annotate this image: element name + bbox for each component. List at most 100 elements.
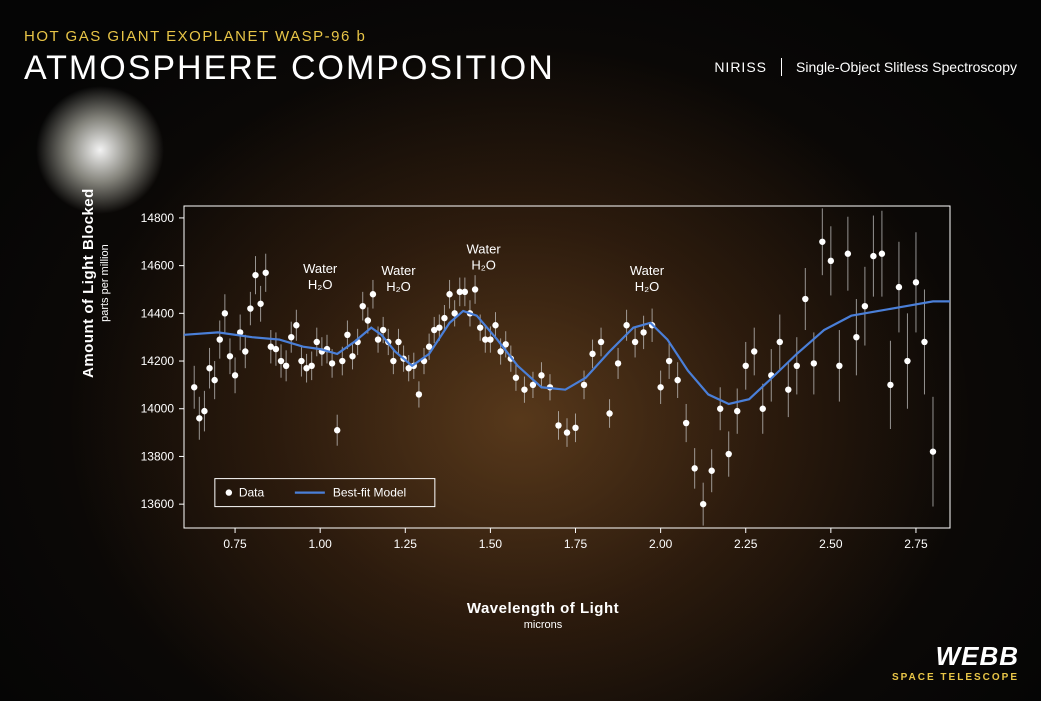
data-point bbox=[640, 329, 646, 335]
data-point bbox=[615, 360, 621, 366]
x-axis-label: Wavelength of Light bbox=[124, 600, 962, 617]
data-point bbox=[191, 384, 197, 390]
legend-marker-icon bbox=[226, 489, 232, 495]
data-point bbox=[564, 429, 570, 435]
logo-sub: SPACE TELESCOPE bbox=[892, 672, 1019, 683]
header-block: HOT GAS GIANT EXOPLANET WASP-96 b ATMOSP… bbox=[24, 28, 555, 88]
data-point bbox=[242, 348, 248, 354]
y-tick-label: 14200 bbox=[141, 354, 175, 368]
water-annotation: Water bbox=[466, 242, 501, 257]
data-point bbox=[879, 251, 885, 257]
data-point bbox=[196, 415, 202, 421]
data-point bbox=[845, 251, 851, 257]
data-point bbox=[395, 339, 401, 345]
data-point bbox=[344, 332, 350, 338]
data-point bbox=[683, 420, 689, 426]
data-point bbox=[572, 425, 578, 431]
x-tick-label: 1.00 bbox=[308, 537, 332, 551]
data-point bbox=[217, 336, 223, 342]
data-point bbox=[334, 427, 340, 433]
data-point bbox=[862, 303, 868, 309]
data-point bbox=[278, 358, 284, 364]
data-point bbox=[513, 375, 519, 381]
data-point bbox=[446, 291, 452, 297]
data-point bbox=[802, 296, 808, 302]
data-point bbox=[462, 289, 468, 295]
water-annotation: H₂O bbox=[386, 279, 411, 294]
header-subtitle: HOT GAS GIANT EXOPLANET WASP-96 b bbox=[24, 28, 555, 45]
data-point bbox=[606, 410, 612, 416]
instrument-mode: Single-Object Slitless Spectroscopy bbox=[796, 59, 1017, 75]
x-tick-label: 1.25 bbox=[394, 537, 418, 551]
data-point bbox=[581, 382, 587, 388]
data-point bbox=[339, 358, 345, 364]
data-point bbox=[853, 334, 859, 340]
logo-main: WEBB bbox=[892, 641, 1019, 672]
data-point bbox=[390, 358, 396, 364]
data-point bbox=[836, 363, 842, 369]
legend-model-label: Best-fit Model bbox=[333, 486, 406, 500]
data-point bbox=[913, 279, 919, 285]
data-point bbox=[263, 270, 269, 276]
y-axis-sublabel: parts per million bbox=[99, 188, 111, 378]
data-point bbox=[201, 408, 207, 414]
water-annotation: Water bbox=[303, 261, 338, 276]
y-tick-label: 14800 bbox=[141, 211, 175, 225]
data-point bbox=[257, 301, 263, 307]
data-point bbox=[329, 360, 335, 366]
data-point bbox=[734, 408, 740, 414]
y-tick-label: 14600 bbox=[141, 259, 175, 273]
webb-logo: WEBB SPACE TELESCOPE bbox=[892, 641, 1019, 683]
data-point bbox=[283, 363, 289, 369]
data-point bbox=[308, 363, 314, 369]
data-point bbox=[360, 303, 366, 309]
data-point bbox=[717, 406, 723, 412]
data-point bbox=[751, 348, 757, 354]
water-annotation: Water bbox=[381, 263, 416, 278]
data-point bbox=[674, 377, 680, 383]
x-tick-label: 2.25 bbox=[734, 537, 758, 551]
plot-border bbox=[184, 206, 950, 528]
data-point bbox=[436, 324, 442, 330]
legend-data-label: Data bbox=[239, 486, 265, 500]
data-point bbox=[666, 358, 672, 364]
chart-svg: 136001380014000142001440014600148000.751… bbox=[124, 198, 962, 558]
water-annotation: Water bbox=[630, 263, 665, 278]
x-tick-label: 2.50 bbox=[819, 537, 843, 551]
y-tick-label: 13600 bbox=[141, 497, 175, 511]
data-point bbox=[811, 360, 817, 366]
data-point bbox=[794, 363, 800, 369]
instrument-name: NIRISS bbox=[714, 59, 767, 75]
x-tick-label: 1.50 bbox=[479, 537, 503, 551]
data-point bbox=[477, 324, 483, 330]
data-point bbox=[365, 317, 371, 323]
data-point bbox=[232, 372, 238, 378]
y-tick-label: 13800 bbox=[141, 449, 175, 463]
y-axis-label: Amount of Light Blocked bbox=[80, 188, 97, 378]
data-point bbox=[700, 501, 706, 507]
model-line bbox=[184, 301, 950, 404]
water-annotation: H₂O bbox=[308, 277, 333, 292]
data-point bbox=[472, 286, 478, 292]
x-tick-label: 2.00 bbox=[649, 537, 673, 551]
data-point bbox=[375, 336, 381, 342]
y-tick-label: 14000 bbox=[141, 402, 175, 416]
header-divider bbox=[781, 58, 782, 76]
data-point bbox=[632, 339, 638, 345]
data-point bbox=[760, 406, 766, 412]
data-point bbox=[416, 391, 422, 397]
data-point bbox=[314, 339, 320, 345]
x-tick-label: 2.75 bbox=[904, 537, 928, 551]
data-point bbox=[252, 272, 258, 278]
data-point bbox=[819, 239, 825, 245]
data-point bbox=[828, 258, 834, 264]
data-point bbox=[380, 327, 386, 333]
data-point bbox=[657, 384, 663, 390]
data-point bbox=[206, 365, 212, 371]
data-point bbox=[227, 353, 233, 359]
data-point bbox=[497, 348, 503, 354]
water-annotation: H₂O bbox=[635, 279, 660, 294]
x-tick-label: 1.75 bbox=[564, 537, 588, 551]
data-point bbox=[538, 372, 544, 378]
data-point bbox=[921, 339, 927, 345]
